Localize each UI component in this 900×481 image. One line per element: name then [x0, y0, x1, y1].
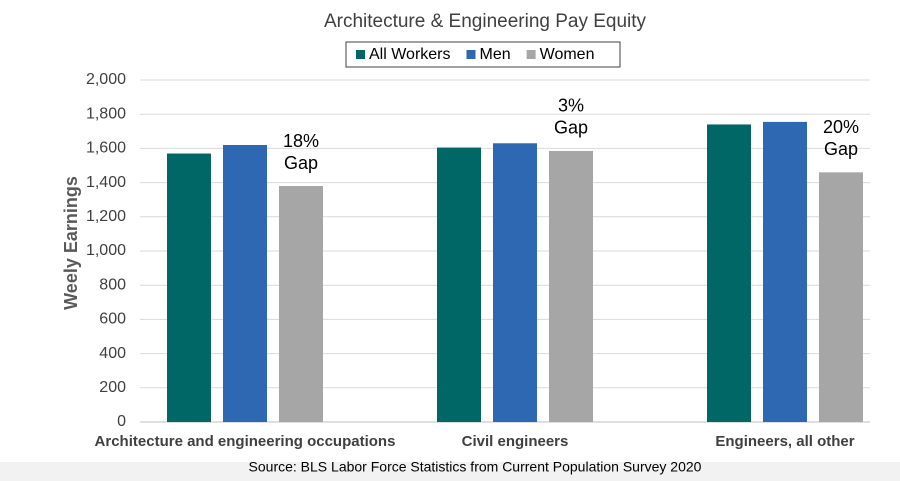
legend-label: Men: [480, 46, 511, 63]
gap-annotation: Gap: [554, 118, 588, 138]
bar: [493, 143, 537, 422]
y-tick-label: 1,200: [86, 208, 126, 225]
y-tick-label: 1,000: [86, 242, 126, 259]
bar: [279, 186, 323, 422]
x-tick-label: Civil engineers: [462, 433, 569, 450]
gap-annotation: 18%: [283, 131, 319, 151]
x-tick-label: Engineers, all other: [715, 433, 854, 450]
bar: [819, 172, 863, 422]
source-note: Source: BLS Labor Force Statistics from …: [249, 459, 702, 475]
y-tick-label: 400: [99, 345, 126, 362]
footer-band: [0, 462, 900, 481]
x-tick-label: Architecture and engineering occupations: [95, 433, 396, 450]
y-tick-label: 1,800: [86, 105, 126, 122]
legend-swatch: [466, 50, 476, 59]
y-tick-label: 600: [99, 311, 126, 328]
gap-annotation: Gap: [824, 139, 858, 159]
y-axis-label: Weely Earnings: [61, 176, 81, 310]
bar: [437, 147, 481, 423]
bar: [763, 121, 807, 423]
gap-annotation: 3%: [558, 96, 584, 116]
legend-swatch: [356, 50, 365, 59]
y-tick-label: 2,000: [86, 71, 126, 88]
bar: [223, 144, 267, 423]
legend-label: Women: [540, 46, 595, 63]
y-tick-label: 800: [99, 276, 126, 293]
y-tick-label: 1,400: [86, 174, 126, 191]
gap-annotation: Gap: [284, 153, 318, 173]
legend-label: All Workers: [369, 46, 451, 63]
legend-swatch: [526, 50, 536, 59]
y-tick-label: 0: [117, 413, 126, 430]
bar: [707, 124, 751, 423]
bar: [549, 150, 593, 422]
bar: [167, 153, 211, 422]
y-tick-label: 200: [99, 379, 126, 396]
y-tick-label: 1,600: [86, 140, 126, 157]
legend-box: [345, 41, 621, 68]
chart-title: Architecture & Engineering Pay Equity: [324, 11, 647, 32]
gap-annotation: 20%: [823, 117, 859, 137]
